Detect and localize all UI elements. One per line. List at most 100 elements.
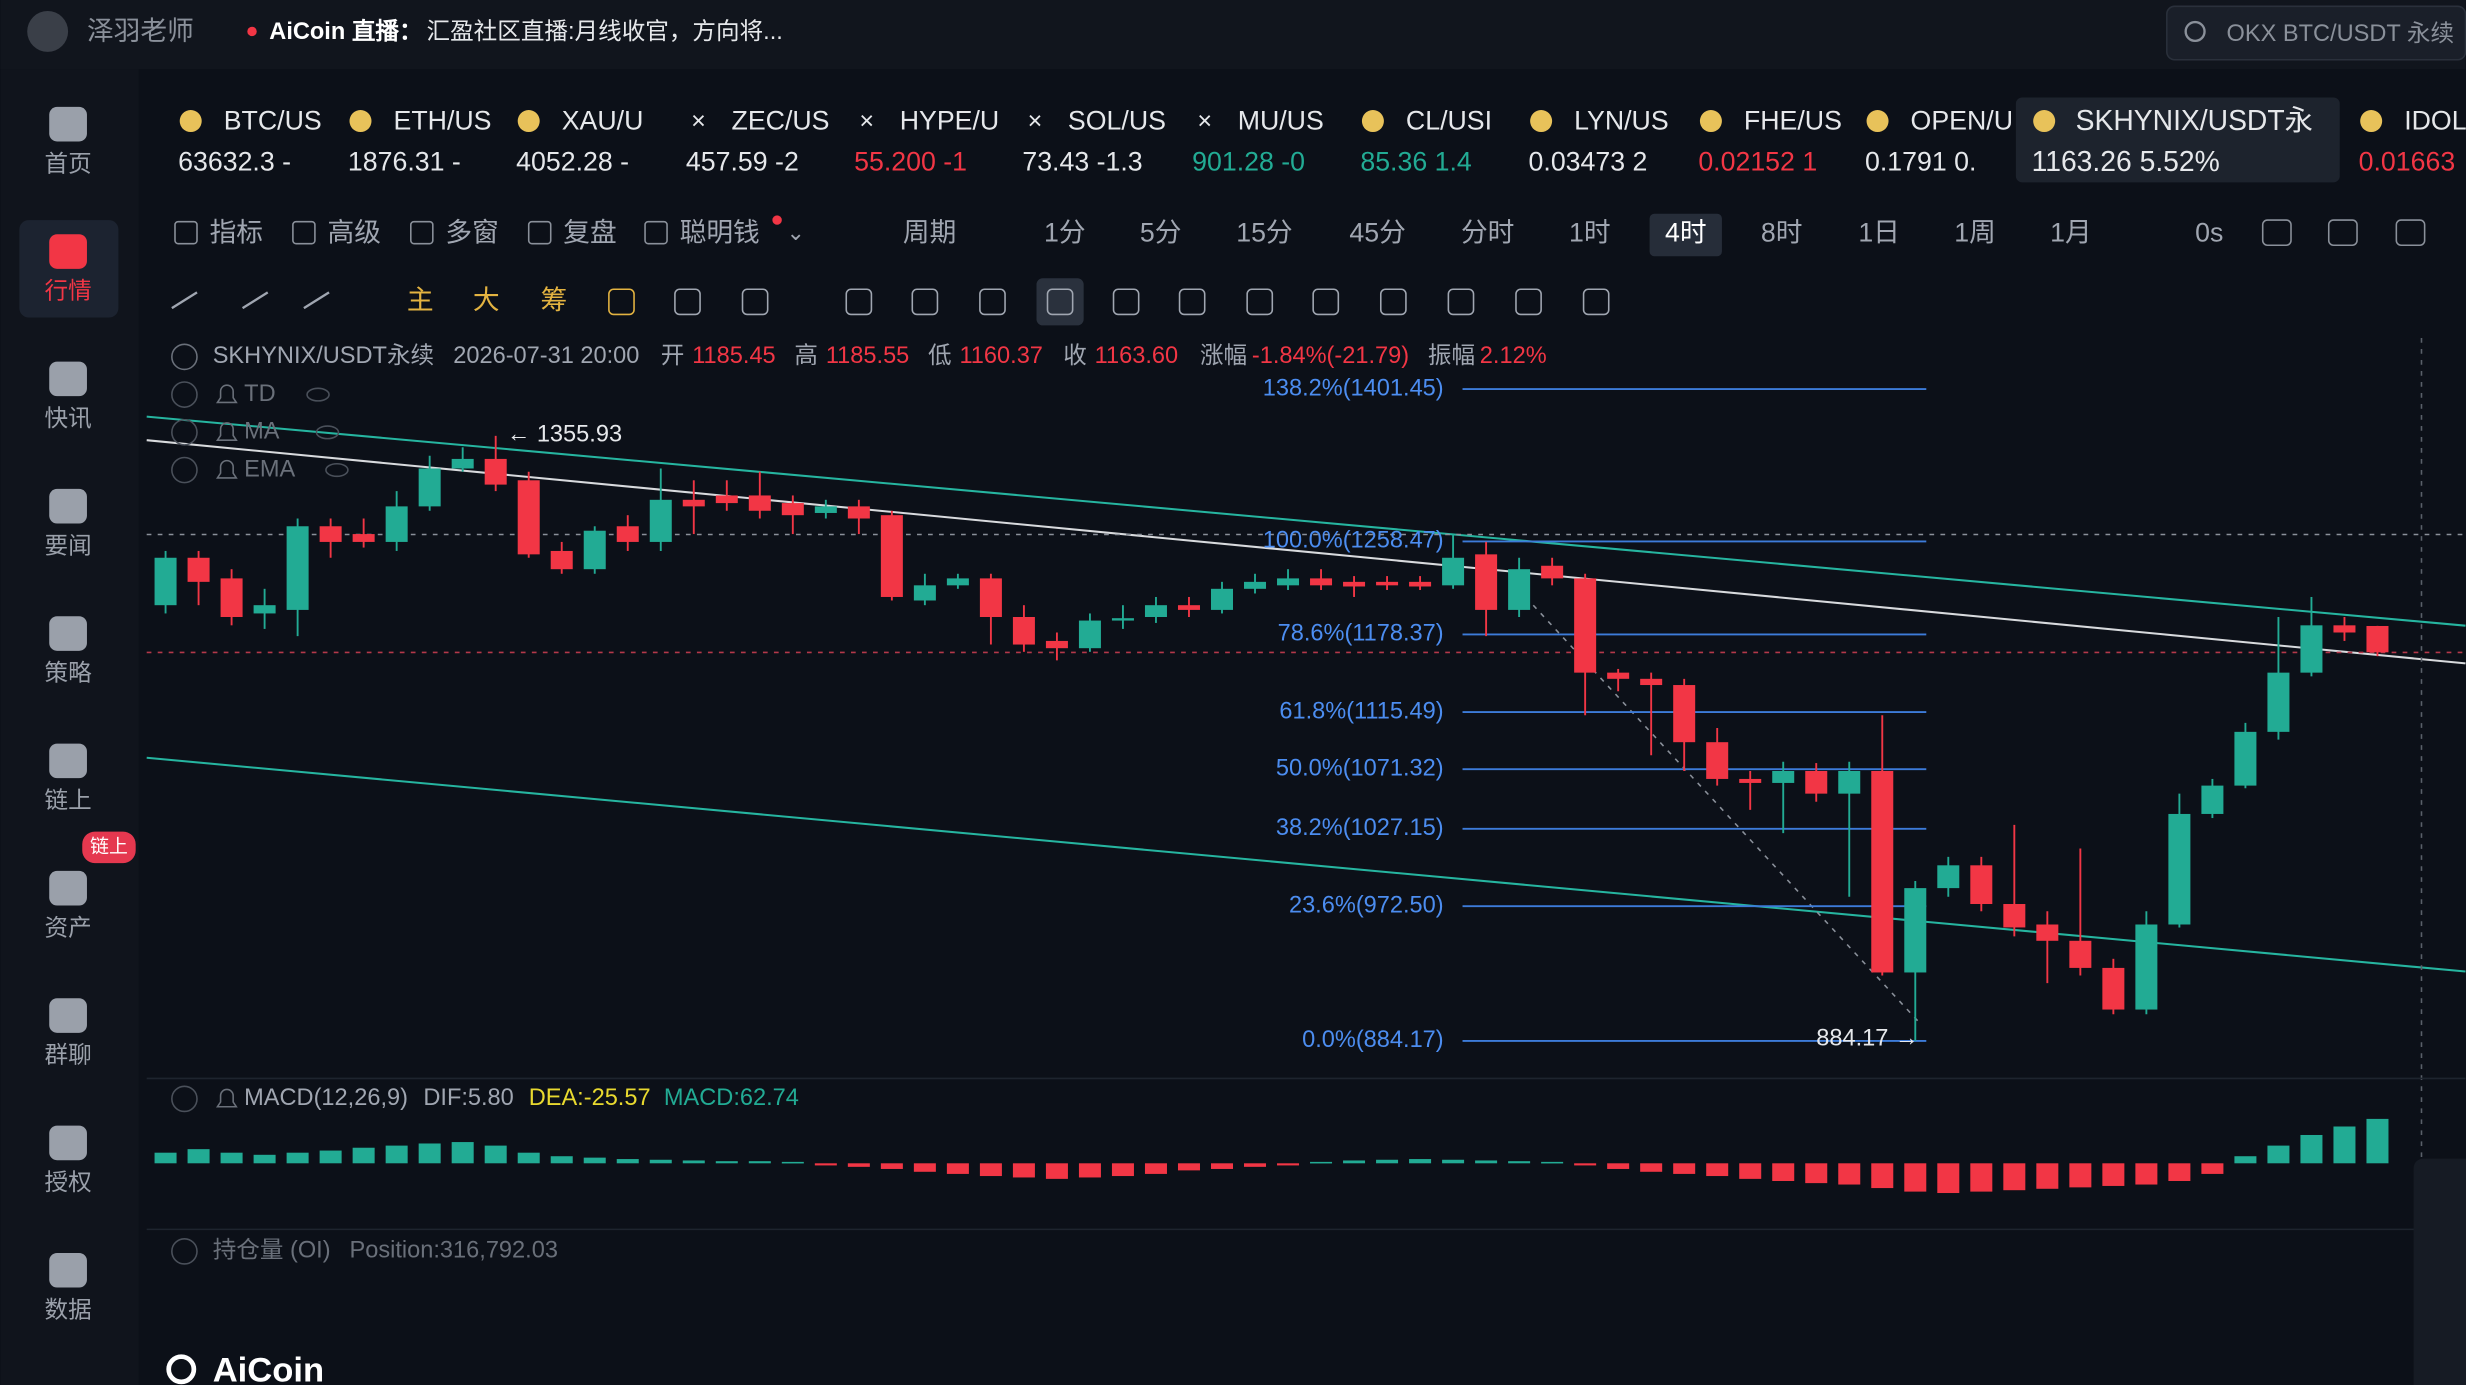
sidebar-label[interactable]: 行情 (45, 278, 92, 304)
tool-icon[interactable] (2261, 219, 2292, 247)
ticker-symbol[interactable]: OPEN/U (1911, 106, 2013, 136)
toolbar-item[interactable]: 聪明钱 (680, 217, 760, 247)
ticker-symbol[interactable]: IDOL (2404, 106, 2466, 136)
ticker-quote[interactable]: 1163.26 5.52% (2032, 145, 2220, 177)
ticker-symbol[interactable]: MU/US (1238, 106, 1324, 136)
draw-icon[interactable] (608, 288, 635, 316)
sidebar-label[interactable]: 要闻 (45, 532, 92, 558)
draw-tool[interactable]: 大 (473, 285, 500, 315)
ticker-quote[interactable]: 1876.31 - (348, 147, 461, 177)
draw-icon[interactable] (911, 288, 939, 316)
eye-icon[interactable] (306, 387, 330, 402)
sidebar-icon[interactable] (49, 106, 87, 142)
period-item[interactable]: 8时 (1761, 217, 1803, 247)
ticker-quote[interactable]: 4052.28 - (516, 147, 629, 177)
period-item[interactable]: 1月 (2050, 217, 2092, 247)
draw-icon[interactable] (674, 288, 701, 316)
sidebar-label[interactable]: 群聊 (45, 1042, 92, 1068)
draw-icon[interactable] (171, 291, 198, 310)
ticker-symbol[interactable]: BTC/US (224, 106, 322, 136)
ticker-quote[interactable]: 0.1791 0. (1865, 147, 1976, 177)
ticker-quote[interactable]: 0.01663 (2359, 147, 2456, 177)
ticker-quote[interactable]: 457.59 -2 (686, 147, 799, 177)
sidebar-label[interactable]: 资产 (45, 914, 92, 940)
ticker-quote[interactable]: 901.28 -0 (1192, 147, 1305, 177)
period-item[interactable]: 45分 (1349, 217, 1405, 247)
draw-icon[interactable] (1447, 288, 1475, 316)
draw-icon[interactable] (1246, 288, 1274, 316)
sidebar-icon[interactable] (49, 998, 87, 1033)
ticker-symbol[interactable]: XAU/U (562, 106, 644, 136)
draw-icon[interactable] (1379, 288, 1407, 316)
period-item[interactable]: 分时 (1461, 217, 1514, 247)
ticker-symbol[interactable]: SOL/US (1068, 106, 1166, 136)
draw-icon[interactable] (1312, 288, 1340, 316)
tool-icon[interactable] (2395, 219, 2426, 247)
period-item[interactable]: 5分 (1140, 217, 1182, 247)
sidebar-icon[interactable] (49, 870, 87, 906)
ticker-active[interactable] (2015, 97, 2340, 183)
ticker-symbol[interactable]: SKHYNIX/USDT永 (2076, 104, 2313, 136)
draw-icon[interactable] (1046, 288, 1074, 316)
ticker-quote[interactable]: 0.02152 1 (1698, 147, 1817, 177)
period-item[interactable]: 4时 (1665, 217, 1707, 247)
collapse-icon[interactable] (171, 456, 198, 484)
sidebar-label[interactable]: 链上 (45, 787, 92, 813)
ticker-quote[interactable]: 63632.3 - (178, 147, 291, 177)
toolbar-item[interactable]: 指标 (210, 217, 263, 247)
ticker-symbol[interactable]: CL/USI (1406, 106, 1492, 136)
draw-icon[interactable] (1112, 288, 1140, 316)
period-item[interactable]: 15分 (1236, 217, 1292, 247)
draw-icon[interactable] (845, 288, 873, 316)
side-panel[interactable] (2413, 1158, 2466, 1385)
period-item[interactable]: 1分 (1044, 217, 1086, 247)
eye-icon[interactable] (325, 462, 349, 478)
draw-tool[interactable]: 主 (407, 285, 434, 315)
collapse-icon[interactable] (171, 381, 198, 408)
tool-icon[interactable] (2327, 219, 2358, 247)
ticker-symbol[interactable]: HYPE/U (900, 106, 999, 136)
draw-icon[interactable] (1582, 288, 1610, 316)
ticker-quote[interactable]: 85.36 1.4 (1360, 147, 1472, 177)
collapse-icon[interactable] (171, 1238, 198, 1265)
period-label[interactable]: 周期 (903, 217, 956, 247)
draw-tool[interactable]: 筹 (540, 285, 567, 315)
draw-icon[interactable] (303, 291, 330, 310)
search-text[interactable]: OKX BTC/USDT 永续 (2227, 20, 2455, 46)
sidebar-icon[interactable] (49, 488, 87, 524)
sidebar-icon[interactable] (49, 743, 87, 779)
sidebar-icon[interactable] (49, 361, 87, 397)
ticker-symbol[interactable]: FHE/US (1744, 106, 1842, 136)
toolbar-item[interactable]: 多窗 (445, 217, 498, 247)
sidebar-icon[interactable] (49, 234, 87, 269)
draw-icon[interactable] (1515, 288, 1542, 316)
avatar[interactable] (27, 11, 69, 52)
sidebar-label[interactable]: 数据 (45, 1296, 92, 1322)
period-item[interactable]: 1日 (1858, 217, 1900, 247)
sidebar-label[interactable]: 授权 (45, 1169, 92, 1195)
eye-icon[interactable] (315, 425, 340, 440)
sidebar-icon[interactable] (49, 1252, 87, 1288)
collapse-icon[interactable] (171, 418, 198, 446)
ticker-quote[interactable]: 55.200 -1 (854, 147, 967, 177)
ticker-quote[interactable]: 0.03473 2 (1529, 147, 1648, 177)
sidebar-icon[interactable] (49, 616, 87, 651)
toolbar-item[interactable]: 高级 (327, 217, 380, 247)
collapse-icon[interactable] (171, 343, 198, 371)
ticker-symbol[interactable]: ZEC/US (732, 106, 830, 136)
ticker-symbol[interactable]: ETH/US (394, 106, 492, 136)
ticker-quote[interactable]: 73.43 -1.3 (1022, 147, 1142, 177)
ticker-symbol[interactable]: LYN/US (1574, 106, 1669, 136)
sidebar-label[interactable]: 快讯 (45, 405, 92, 431)
period-item[interactable]: 1周 (1954, 217, 1996, 247)
collapse-icon[interactable] (171, 1085, 198, 1113)
draw-icon[interactable] (741, 288, 769, 316)
toolbar-item[interactable]: 复盘 (563, 217, 616, 247)
sidebar-label[interactable]: 首页 (45, 150, 92, 176)
draw-icon[interactable] (241, 291, 269, 310)
draw-icon[interactable] (1178, 288, 1206, 316)
draw-icon[interactable] (979, 288, 1006, 316)
sidebar-label[interactable]: 策略 (45, 660, 93, 686)
period-item[interactable]: 1时 (1569, 217, 1611, 247)
sidebar-icon[interactable] (49, 1125, 87, 1161)
